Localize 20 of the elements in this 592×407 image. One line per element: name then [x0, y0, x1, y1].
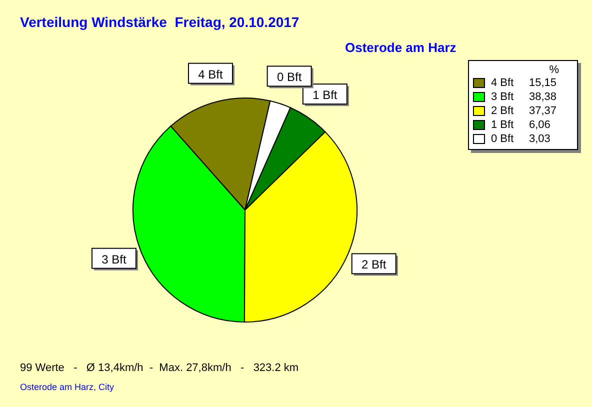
legend-title: %	[548, 64, 560, 76]
slice-label: 0 Bft	[276, 70, 302, 84]
data-label: 6,06	[529, 119, 550, 131]
slice-label: 1 Bft	[312, 88, 338, 102]
chart-title: Verteilung Windstärke Freitag, 20.10.2017	[20, 14, 300, 30]
data-label: 15,15	[529, 77, 557, 89]
legend-label: 3 Bft	[491, 91, 515, 103]
legend-label: 4 Bft	[491, 77, 515, 89]
slice-label: 3 Bft	[102, 252, 127, 266]
slice-label: 2 Bft	[362, 258, 387, 272]
legend-label: 0 Bft	[491, 133, 515, 145]
legend-label: 1 Bft	[491, 119, 515, 131]
legend-label: 2 Bft	[491, 105, 515, 117]
slice-label: 4 Bft	[198, 67, 224, 82]
text: 99 Werte - Ø 13,4km/h - Max. 27,8km/h - 323.2 km	[20, 362, 299, 374]
chart-subtitle: Osterode am Harz	[345, 40, 456, 55]
text: Osterode am Harz, City	[20, 382, 114, 392]
data-label: 3,03	[529, 133, 550, 145]
data-label: 38,38	[529, 91, 557, 103]
data-label: 37,37	[529, 105, 557, 117]
